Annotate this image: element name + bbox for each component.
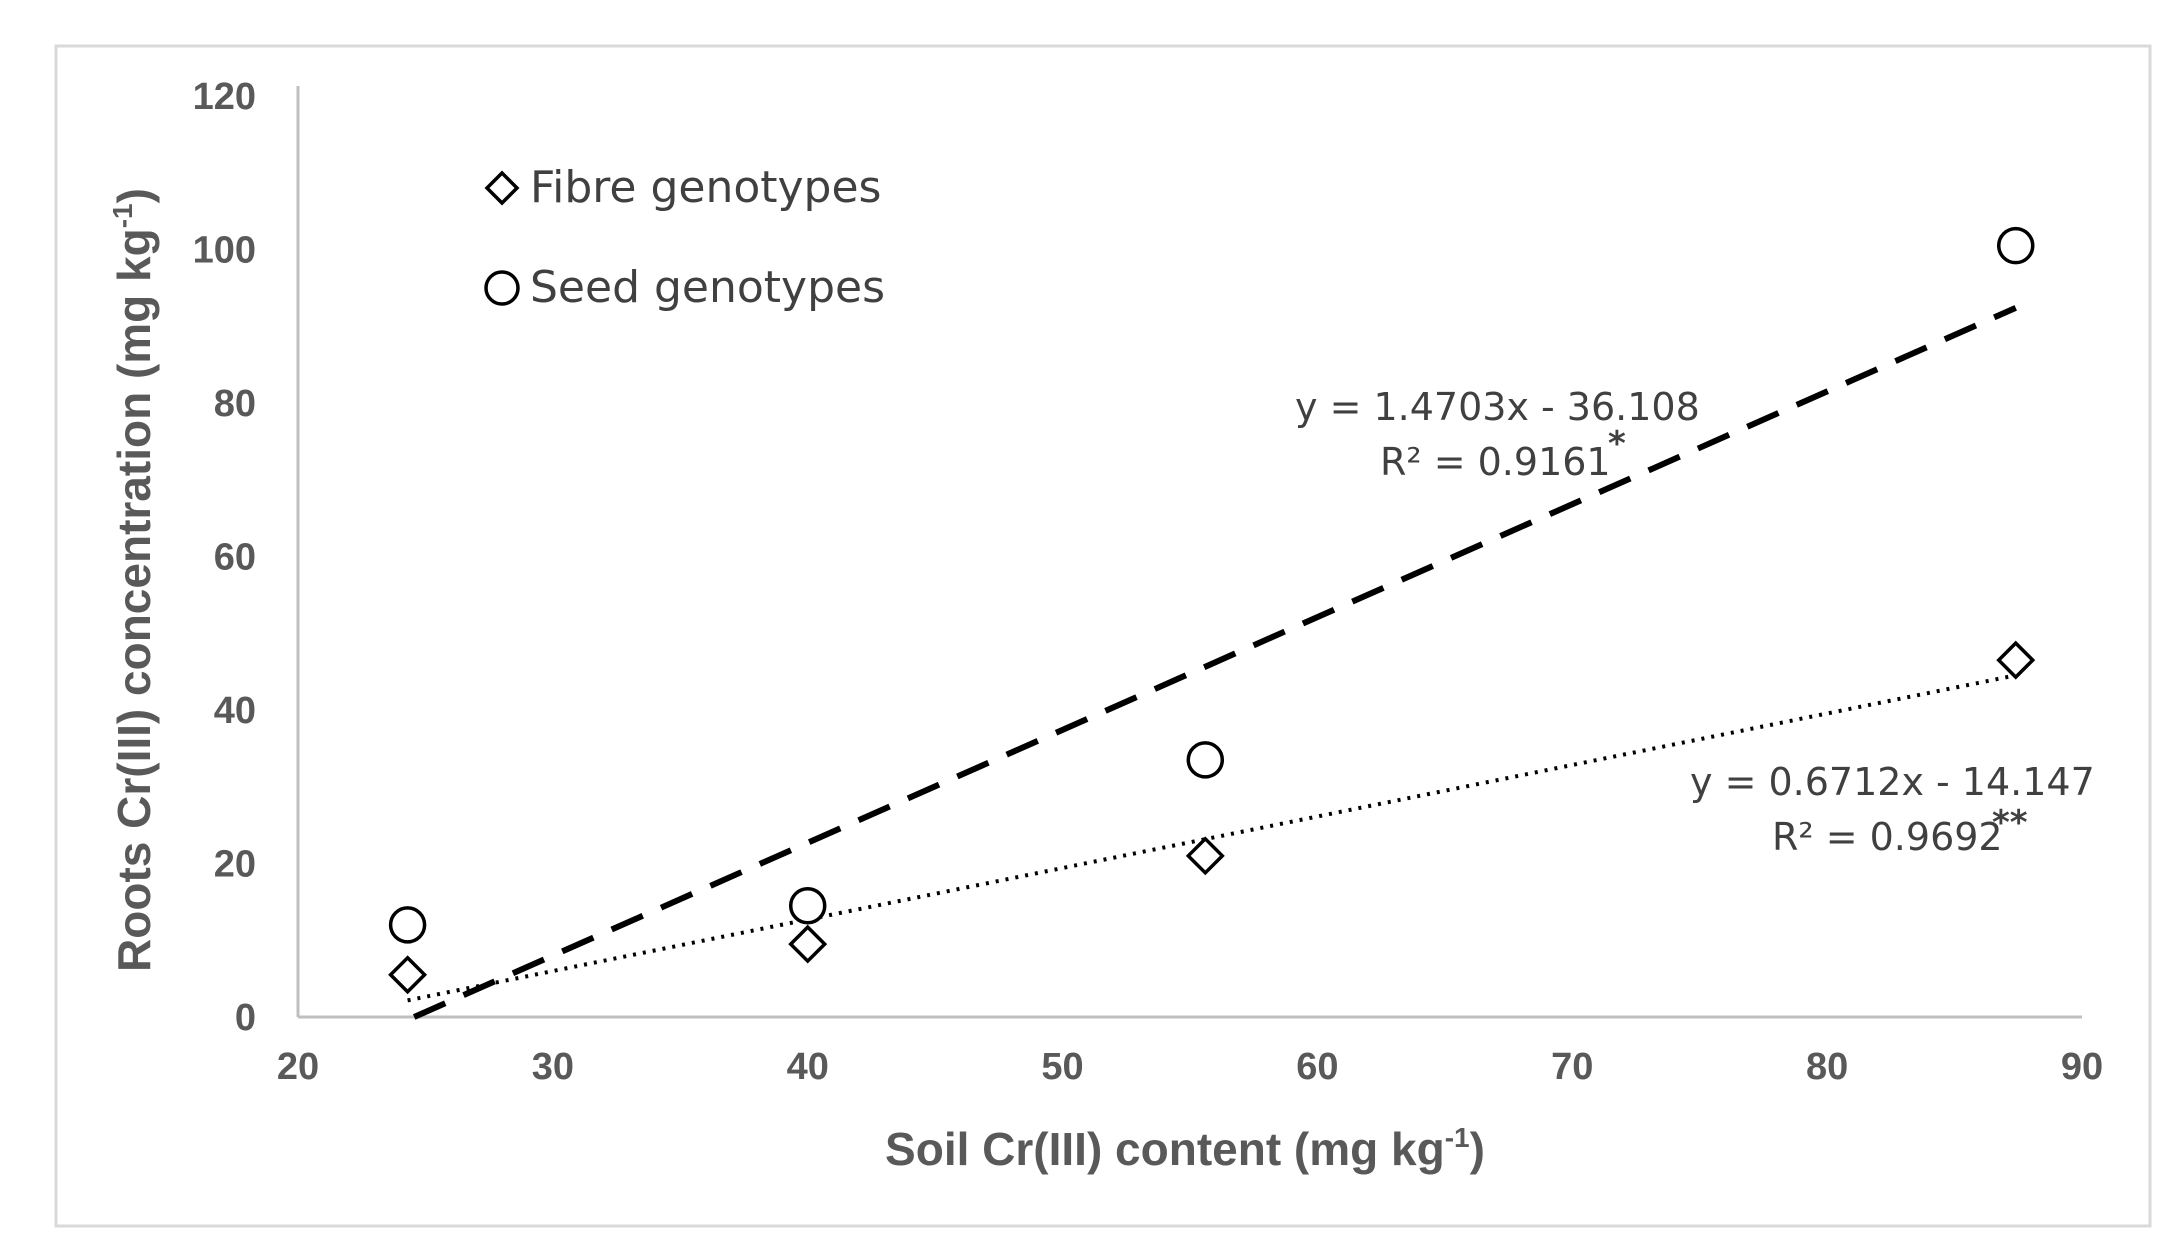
fibre-trendline: [407, 673, 2017, 1003]
fibre-data-point: [388, 955, 428, 995]
seed-data-point: [788, 886, 827, 925]
seed-data-point: [1996, 226, 2035, 265]
chart-frame: [54, 44, 2152, 1228]
x-tick-label: 80: [1806, 1046, 1848, 1088]
legend: Fibre genotypes Seed genotypes: [484, 162, 885, 313]
axes: 20 30 40 50 60 70 80 90 0 20 40 60 80 100 120: [193, 76, 2104, 1088]
legend-diamond-marker: [484, 170, 520, 206]
fibre-data-point: [788, 924, 828, 964]
y-tick-label: 60: [214, 537, 256, 579]
fibre-data-point: [1185, 836, 1225, 876]
fibre-r2: R² = 0.9692: [1772, 815, 2003, 859]
seed-significance: *: [1608, 424, 1626, 464]
legend-circle-shape: [484, 270, 520, 306]
fibre-equation-annotation: y = 0.6712x - 14.147 R² = 0.9692 **: [1690, 760, 2095, 859]
x-tick-label: 70: [1551, 1046, 1593, 1088]
fibre-significance: **: [1992, 803, 2028, 843]
x-axis-title-sup: -1: [1445, 1122, 1470, 1153]
x-tick-label: 90: [2061, 1046, 2103, 1088]
x-axis-title-end: ): [1470, 1123, 1485, 1175]
x-tick-label: 40: [787, 1046, 829, 1088]
y-tick-label: 40: [214, 690, 256, 732]
y-tick-label: 0: [235, 997, 256, 1039]
x-axis-title-main: Soil Cr(III) content (mg kg: [885, 1123, 1445, 1175]
y-axis-title-sup: -1: [107, 203, 138, 228]
y-tick-label: 80: [214, 383, 256, 425]
seed-data-point: [1186, 741, 1225, 779]
seed-data-point: [388, 906, 427, 944]
legend-circle-marker: [484, 270, 520, 306]
y-axis-title: Roots Cr(III) concentration (mg kg-1): [107, 188, 160, 972]
seed-equation: y = 1.4703x - 36.108: [1295, 385, 1700, 429]
seed-trendline: [412, 305, 2017, 1020]
y-tick-label: 100: [193, 230, 256, 272]
fibre-data-point: [1996, 640, 2036, 680]
data-markers: [388, 226, 2036, 995]
x-tick-label: 60: [1296, 1046, 1338, 1088]
x-axis-title: Soil Cr(III) content (mg kg-1): [885, 1122, 1485, 1175]
x-tick-label: 20: [277, 1046, 319, 1088]
y-axis-title-end: ): [108, 188, 160, 203]
x-tick-label: 30: [532, 1046, 574, 1088]
legend-label-seed: Seed genotypes: [530, 262, 885, 313]
seed-r2: R² = 0.9161: [1380, 440, 1611, 484]
legend-label-fibre: Fibre genotypes: [530, 162, 881, 213]
x-tick-label: 50: [1041, 1046, 1083, 1088]
y-tick-label: 20: [214, 844, 256, 886]
y-tick-label: 120: [193, 76, 256, 118]
seed-equation-annotation: y = 1.4703x - 36.108 R² = 0.9161 *: [1295, 385, 1700, 484]
y-axis-title-main: Roots Cr(III) concentration (mg kg: [108, 228, 160, 972]
trendlines: [407, 305, 2017, 1020]
legend-diamond-shape: [484, 170, 520, 206]
fibre-equation: y = 0.6712x - 14.147: [1690, 760, 2095, 804]
